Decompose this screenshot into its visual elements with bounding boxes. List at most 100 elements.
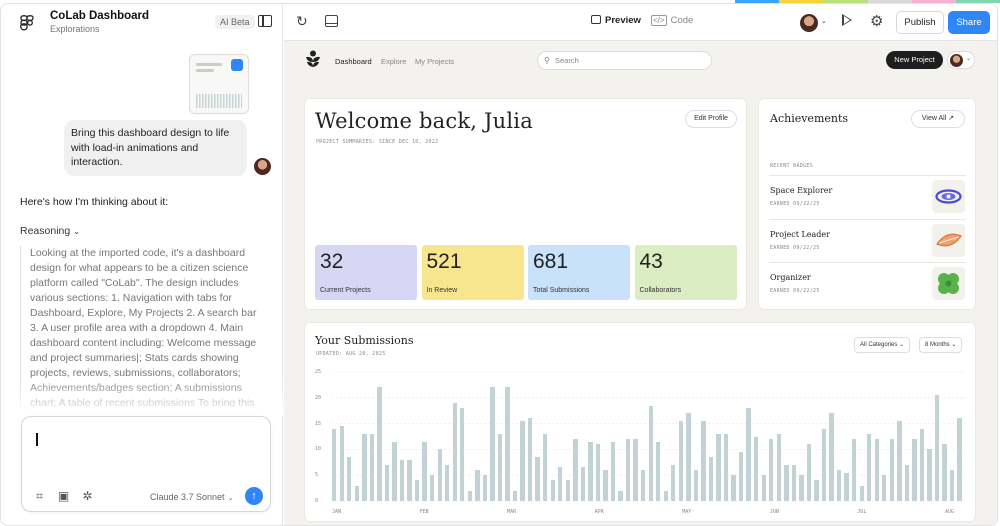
range-filter-dropdown[interactable]: 8 Months ⌄ xyxy=(919,337,963,353)
project-title[interactable]: CoLab Dashboard xyxy=(50,10,150,22)
chart-bar[interactable] xyxy=(392,441,397,501)
new-project-button[interactable]: New Project xyxy=(886,51,943,69)
chart-bar[interactable] xyxy=(656,441,661,501)
chart-bar[interactable] xyxy=(460,408,465,501)
chart-bar[interactable] xyxy=(505,387,510,501)
chart-bar[interactable] xyxy=(603,470,608,501)
chart-bar[interactable] xyxy=(407,459,412,501)
device-preview-icon[interactable] xyxy=(325,15,338,27)
chart-bar[interactable] xyxy=(573,439,578,501)
chart-bar[interactable] xyxy=(399,459,405,501)
chart-bar[interactable] xyxy=(678,421,683,501)
chart-bar[interactable] xyxy=(784,464,789,501)
chart-bar[interactable] xyxy=(867,433,872,501)
chart-bar[interactable] xyxy=(671,464,676,501)
chart-bar[interactable] xyxy=(625,439,631,501)
chart-bar[interactable] xyxy=(648,405,653,501)
chart-bar[interactable] xyxy=(550,480,555,501)
chart-bar[interactable] xyxy=(889,439,894,501)
chart-bar[interactable] xyxy=(701,421,706,501)
chart-bar[interactable] xyxy=(746,408,751,501)
chart-bar[interactable] xyxy=(445,464,450,501)
chart-bar[interactable] xyxy=(957,418,962,501)
chart-bar[interactable] xyxy=(640,470,646,501)
chart-bar[interactable] xyxy=(565,480,570,501)
chart-bar[interactable] xyxy=(633,439,638,501)
collaborator-avatar[interactable] xyxy=(800,14,818,32)
model-selector[interactable]: Claude 3.7 Sonnet ⌄ xyxy=(150,492,233,502)
chart-bar[interactable] xyxy=(799,475,804,501)
toggle-sidebar-icon[interactable] xyxy=(258,15,272,27)
magic-wand-icon[interactable]: ✲ xyxy=(82,489,93,503)
chart-bar[interactable] xyxy=(814,480,819,501)
chart-bar[interactable] xyxy=(512,490,518,501)
nav-my-projects[interactable]: My Projects xyxy=(415,57,455,66)
nav-dashboard[interactable]: Dashboard xyxy=(335,57,372,66)
chart-bar[interactable] xyxy=(791,464,797,501)
chart-bar[interactable] xyxy=(475,470,480,501)
chart-bar[interactable] xyxy=(927,449,932,501)
chart-bar[interactable] xyxy=(693,470,699,501)
chart-bar[interactable] xyxy=(844,472,849,501)
chart-bar[interactable] xyxy=(806,444,812,501)
chart-bar[interactable] xyxy=(912,439,917,501)
chart-bar[interactable] xyxy=(422,441,427,501)
chart-bar[interactable] xyxy=(558,467,563,501)
chart-bar[interactable] xyxy=(761,475,766,501)
chart-bar[interactable] xyxy=(942,444,947,501)
chart-bar[interactable] xyxy=(934,395,940,501)
profile-menu[interactable]: ⌄ xyxy=(947,51,975,69)
chart-bar[interactable] xyxy=(618,490,623,501)
chart-bar[interactable] xyxy=(362,433,367,501)
badge-item[interactable]: Space Explorer EARNED 09/22/25 xyxy=(769,175,966,218)
refresh-icon[interactable]: ↻ xyxy=(296,13,308,29)
chart-bar[interactable] xyxy=(520,421,525,501)
chart-bar[interactable] xyxy=(437,449,442,501)
stat-card[interactable]: 521 In Review xyxy=(421,245,524,300)
reasoning-toggle[interactable]: Reasoning ⌄ xyxy=(20,225,80,237)
publish-button[interactable]: Publish xyxy=(896,11,944,34)
chart-bar[interactable] xyxy=(497,433,503,501)
chart-bar[interactable] xyxy=(882,475,887,501)
chart-bar[interactable] xyxy=(347,457,352,501)
chart-bar[interactable] xyxy=(588,441,593,501)
chart-bar[interactable] xyxy=(851,439,857,501)
chart-bar[interactable] xyxy=(384,464,390,501)
chart-bar[interactable] xyxy=(610,441,616,501)
attached-image-thumbnail[interactable] xyxy=(189,54,249,114)
stat-card[interactable]: 43 Collaborators xyxy=(634,245,737,300)
chart-bar[interactable] xyxy=(414,480,420,501)
chart-bar[interactable] xyxy=(829,413,834,501)
chart-bar[interactable] xyxy=(686,413,691,501)
share-button[interactable]: Share xyxy=(948,11,990,34)
gear-icon[interactable]: ⚙ xyxy=(870,13,884,30)
play-icon[interactable] xyxy=(842,14,852,26)
chart-bar[interactable] xyxy=(663,490,668,501)
chart-bar[interactable] xyxy=(580,467,586,501)
chart-bar[interactable] xyxy=(776,433,781,501)
chevron-down-icon[interactable]: ⌄ xyxy=(821,18,827,25)
chart-bar[interactable] xyxy=(595,444,601,501)
figma-logo-icon[interactable] xyxy=(20,15,34,31)
chart-bar[interactable] xyxy=(919,428,925,501)
chart-bar[interactable] xyxy=(821,428,827,501)
chart-bar[interactable] xyxy=(723,433,729,501)
chart-bar[interactable] xyxy=(452,402,457,501)
chart-bar[interactable] xyxy=(467,490,472,501)
tab-preview[interactable]: Preview xyxy=(591,15,641,26)
image-upload-icon[interactable]: ▣ xyxy=(57,489,70,503)
send-button[interactable]: ↑ xyxy=(245,487,263,505)
chart-bar[interactable] xyxy=(354,485,359,501)
chart-bar[interactable] xyxy=(754,436,759,501)
project-chevron-down-icon[interactable]: ⌄ xyxy=(140,11,147,20)
message-composer[interactable]: ⌗ ▣ ✲ Claude 3.7 Sonnet ⌄ ↑ xyxy=(21,416,271,512)
chart-bar[interactable] xyxy=(339,426,344,501)
chart-bar[interactable] xyxy=(543,433,548,501)
stat-card[interactable]: 681 Total Submissions xyxy=(528,245,630,300)
badge-item[interactable]: Project Leader EARNED 09/22/25 xyxy=(769,218,966,262)
tab-code[interactable]: </> Code xyxy=(651,15,693,26)
chart-bar[interactable] xyxy=(897,421,902,501)
chart-bar[interactable] xyxy=(377,387,382,501)
chart-bar[interactable] xyxy=(738,451,744,501)
colab-logo-icon[interactable] xyxy=(305,50,321,67)
